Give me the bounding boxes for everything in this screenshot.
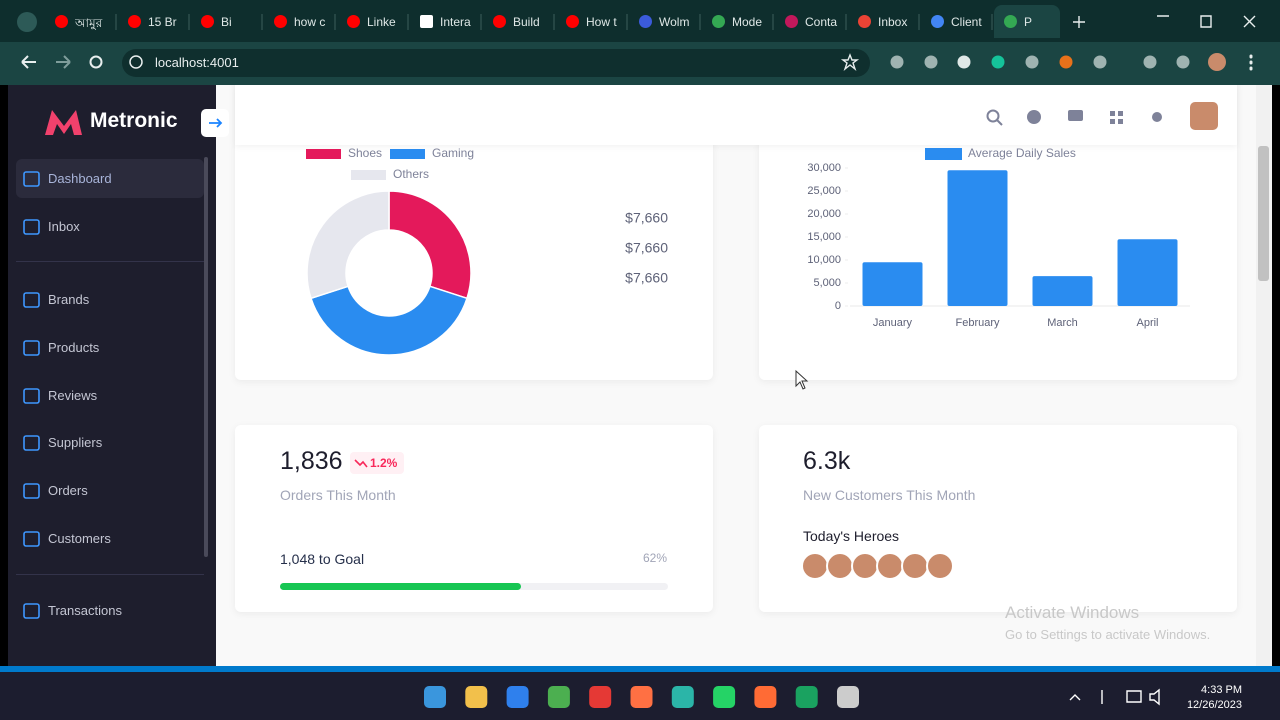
browser-tab[interactable]: Bi bbox=[191, 5, 261, 38]
tab-title: Client bbox=[951, 15, 982, 29]
tab-strip: আমুর 15 Br Bi how c Linke Intera Build How t Wol… bbox=[0, 0, 1280, 42]
progress-fill bbox=[280, 583, 521, 590]
browser-tab[interactable]: how c bbox=[264, 5, 334, 38]
separator bbox=[16, 574, 204, 575]
sidebar-scrollbar bbox=[204, 157, 208, 557]
browser-tab[interactable]: Client bbox=[921, 5, 991, 38]
orders-label: Orders This Month bbox=[280, 487, 396, 503]
tab-icon bbox=[858, 15, 871, 28]
menu-item[interactable]: Suppliers bbox=[48, 435, 103, 450]
toolbar: localhost:4001 bbox=[0, 42, 1280, 85]
tab-title: How t bbox=[586, 15, 617, 29]
tab-title: আমুর bbox=[75, 16, 103, 30]
progress-label: 62% bbox=[643, 551, 668, 565]
browser-tab[interactable]: Wolm bbox=[629, 5, 699, 38]
brand-name: Metronic bbox=[90, 109, 178, 132]
tab-title: how c bbox=[294, 15, 326, 29]
tab-icon bbox=[128, 15, 141, 28]
tab-title: Intera bbox=[440, 15, 471, 29]
menu-item[interactable]: Inbox bbox=[48, 219, 80, 234]
menu-item[interactable]: Reviews bbox=[48, 388, 98, 403]
tab-icon bbox=[639, 15, 652, 28]
tab-icon bbox=[1004, 15, 1017, 28]
tab-icon bbox=[493, 15, 506, 28]
customers-label: New Customers This Month bbox=[803, 487, 976, 503]
orders-value: 1,836 bbox=[280, 447, 343, 475]
menu-item[interactable]: Brands bbox=[48, 292, 90, 307]
goal-text: 1,048 to Goal bbox=[280, 551, 365, 567]
tab-icon bbox=[55, 15, 68, 28]
clock-time: 4:33 PM bbox=[1201, 684, 1242, 696]
tab-icon bbox=[785, 15, 798, 28]
menu-item[interactable]: Products bbox=[48, 340, 100, 355]
menu-item[interactable]: Customers bbox=[48, 531, 111, 546]
heroes-title: Today's Heroes bbox=[803, 528, 900, 544]
browser-tab[interactable]: 15 Br bbox=[118, 5, 188, 38]
menu-item[interactable]: Orders bbox=[48, 483, 88, 498]
browser-tab[interactable]: Build bbox=[483, 5, 553, 38]
watermark-text: Go to Settings to activate Windows. bbox=[1005, 627, 1211, 642]
taskbar: 4:33 PM 12/26/2023 bbox=[0, 672, 1280, 720]
tab-icon bbox=[420, 15, 433, 28]
status-bar bbox=[0, 666, 1280, 672]
tab-icon bbox=[566, 15, 579, 28]
scrollbar-thumb[interactable] bbox=[1258, 146, 1269, 281]
tab-title: Mode bbox=[732, 15, 763, 29]
tab-title: Linke bbox=[367, 15, 396, 29]
tab-title: Bi bbox=[221, 15, 232, 29]
orders-card: 1,836 1.2% Orders This Month 1,048 to Go… bbox=[235, 425, 713, 612]
tab-icon bbox=[201, 15, 214, 28]
browser-tab[interactable]: Mode bbox=[702, 5, 772, 38]
browser-tab[interactable]: How t bbox=[556, 5, 626, 38]
browser-tab[interactable]: Intera bbox=[410, 5, 480, 38]
tab-icon bbox=[347, 15, 360, 28]
customers-value: 6.3k bbox=[803, 447, 851, 475]
tab-icon bbox=[931, 15, 944, 28]
tab-title: 15 Br bbox=[148, 15, 177, 29]
tab-icon bbox=[712, 15, 725, 28]
browser-tab[interactable]: আমুর bbox=[45, 5, 115, 38]
browser-tab[interactable]: Linke bbox=[337, 5, 407, 38]
menu-item[interactable]: Dashboard bbox=[48, 171, 112, 186]
customers-card: 6.3k New Customers This Month Today's He… bbox=[759, 425, 1237, 612]
progress-track bbox=[280, 583, 668, 590]
clock-date: 12/26/2023 bbox=[1186, 699, 1242, 711]
main: 1,836 1.2% Orders This Month 1,048 to Go… bbox=[216, 85, 1256, 666]
tab-title: Conta bbox=[805, 15, 838, 29]
trend-text: 1.2% bbox=[370, 456, 398, 470]
tab-title: Build bbox=[513, 15, 540, 29]
tab-title: P bbox=[1024, 15, 1033, 29]
trend-badge: 1.2% bbox=[350, 452, 404, 474]
watermark-title: Activate Windows bbox=[1005, 603, 1140, 622]
sidebar: Metronic Dashboard Inbox Brands Products Rev… bbox=[8, 85, 216, 666]
menu-item[interactable]: Transactions bbox=[48, 603, 122, 618]
tab-icon bbox=[274, 15, 287, 28]
active-menu-bg bbox=[16, 159, 204, 198]
tab-title: Inbox bbox=[878, 15, 908, 29]
browser-tab[interactable]: Inbox bbox=[848, 5, 918, 38]
address-bar[interactable]: localhost:4001 bbox=[122, 49, 870, 77]
scrollbar bbox=[1256, 85, 1272, 666]
address-text: localhost:4001 bbox=[155, 55, 239, 70]
browser-tab[interactable]: P bbox=[994, 5, 1060, 38]
tab-title: Wolm bbox=[659, 15, 690, 29]
separator bbox=[16, 261, 204, 262]
header bbox=[235, 85, 1237, 145]
browser-tab[interactable]: Conta bbox=[775, 5, 845, 38]
